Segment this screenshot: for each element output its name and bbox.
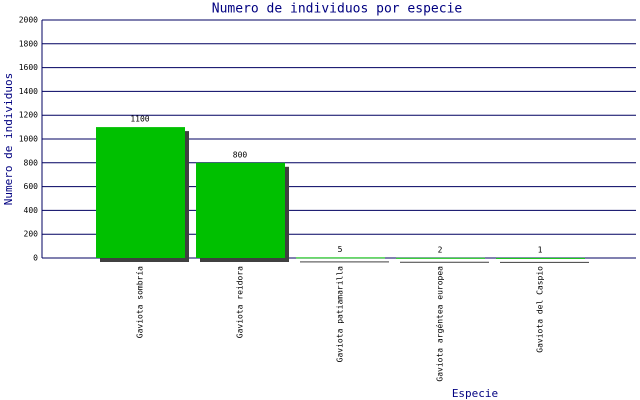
value-label: 1100 [130, 115, 149, 124]
y-tick-label: 1200 [19, 111, 38, 120]
bar [396, 257, 485, 259]
bar [196, 162, 285, 258]
y-tick-label: 1800 [19, 39, 38, 48]
y-tick-label: 0 [33, 254, 38, 263]
value-label: 2 [438, 245, 443, 254]
y-tick-label: 2000 [19, 16, 38, 25]
bar-shadow [400, 261, 489, 263]
bar-shadow [500, 261, 589, 263]
y-tick-label: 1600 [19, 63, 38, 72]
y-axis-title: Numero de individuos [2, 73, 15, 205]
y-tick-label: 200 [24, 230, 39, 239]
bar [496, 257, 585, 259]
x-tick-label: Gaviota del Caspio [536, 266, 545, 353]
chart-title: Numero de individuos por especie [212, 2, 463, 17]
y-tick-label: 600 [24, 182, 39, 191]
x-tick-label: Gaviota reidora [236, 266, 245, 338]
value-label: 1 [538, 245, 543, 254]
bar [96, 127, 185, 258]
y-tick-label: 1400 [19, 87, 38, 96]
x-tick-label: Gaviota patiamarilla [336, 266, 345, 363]
y-tick-label: 1000 [19, 135, 38, 144]
x-axis-title: Especie [452, 387, 498, 400]
value-label: 5 [338, 245, 343, 254]
bar-shadow [300, 261, 389, 263]
y-tick-label: 400 [24, 206, 39, 215]
y-tick-label: 800 [24, 158, 39, 167]
bar [296, 257, 385, 259]
x-tick-label: Gaviota argéntea europea [435, 266, 445, 382]
value-label: 800 [233, 150, 248, 159]
x-tick-label: Gaviota sombría [136, 266, 145, 338]
